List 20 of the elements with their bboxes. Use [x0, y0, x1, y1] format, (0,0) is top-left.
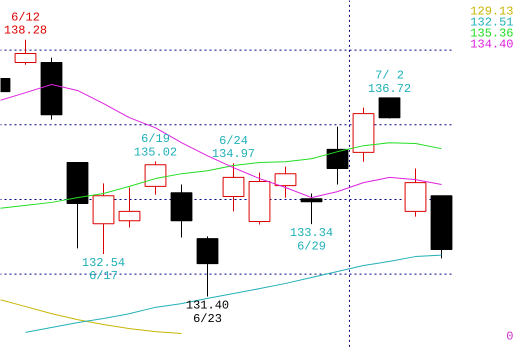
- candlestick: [274, 166, 296, 198]
- annotation: 7/ 2 136.72: [368, 68, 412, 96]
- text: 135.36: [470, 26, 514, 40]
- candlestick: [170, 184, 192, 238]
- candlestick: [40, 57, 62, 120]
- annotation: 6/12 138.28: [4, 10, 48, 38]
- annotation: 133.34 6/29: [290, 226, 334, 254]
- annotation: 132.54 6/17: [82, 256, 126, 284]
- text: 129.13: [470, 4, 514, 18]
- annotation: 131.40 6/23: [186, 298, 230, 326]
- candlestick: [326, 126, 348, 186]
- annotation: 6/24 134.97: [212, 134, 256, 162]
- annotation: 6/19 135.02: [134, 132, 178, 160]
- candlestick: [118, 187, 140, 228]
- text: 134.40: [470, 38, 514, 52]
- candlestick: [222, 162, 244, 212]
- text: 0: [506, 330, 514, 344]
- text: 132.51: [470, 16, 514, 30]
- candlestick: [92, 182, 114, 254]
- candlestick: [352, 107, 374, 162]
